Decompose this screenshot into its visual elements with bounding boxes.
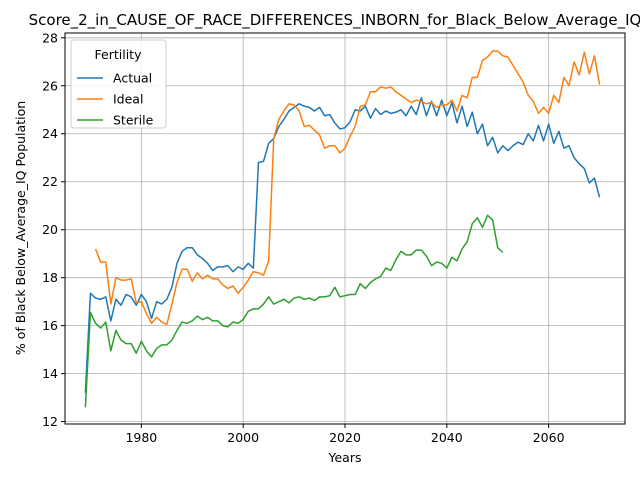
- x-tick-label: 2020: [329, 430, 361, 445]
- legend-label-sterile: Sterile: [113, 113, 154, 128]
- y-tick-label: 28: [42, 30, 58, 45]
- series-line-ideal: [94, 50, 601, 326]
- y-axis: 12 14 16 18 20 22 24 26 28: [42, 30, 65, 429]
- y-tick-label: 16: [42, 318, 58, 333]
- y-tick-label: 18: [42, 270, 58, 285]
- x-axis-label: Years: [328, 450, 362, 465]
- y-tick-label: 20: [42, 222, 58, 237]
- y-tick-label: 24: [42, 126, 58, 141]
- legend-items: Actual Ideal Sterile: [77, 71, 154, 128]
- y-tick-label: 22: [42, 174, 58, 189]
- series-layer: [84, 50, 601, 408]
- x-tick-label: 2000: [227, 430, 259, 445]
- grid-lines: [65, 33, 625, 424]
- x-tick-label: 1980: [125, 430, 157, 445]
- series-line-sterile: [84, 214, 504, 408]
- y-tick-label: 14: [42, 366, 58, 381]
- x-tick-label: 2040: [431, 430, 463, 445]
- x-tick-label: 2060: [533, 430, 565, 445]
- chart-title: Score_2_in_CAUSE_OF_RACE_DIFFERENCES_INB…: [29, 11, 640, 30]
- legend: Fertility Actual Ideal Sterile: [70, 39, 167, 129]
- legend-title: Fertility: [95, 47, 143, 62]
- legend-label-actual: Actual: [113, 71, 152, 86]
- series-line-actual: [84, 97, 601, 393]
- y-tick-label: 26: [42, 78, 58, 93]
- x-axis: 1980 2000 2020 2040 2060: [125, 424, 565, 445]
- legend-label-ideal: Ideal: [113, 92, 143, 107]
- y-tick-label: 12: [42, 414, 58, 429]
- y-axis-label: % of Black Below_Average_IQ Population: [13, 101, 28, 355]
- legend-box: [70, 39, 167, 129]
